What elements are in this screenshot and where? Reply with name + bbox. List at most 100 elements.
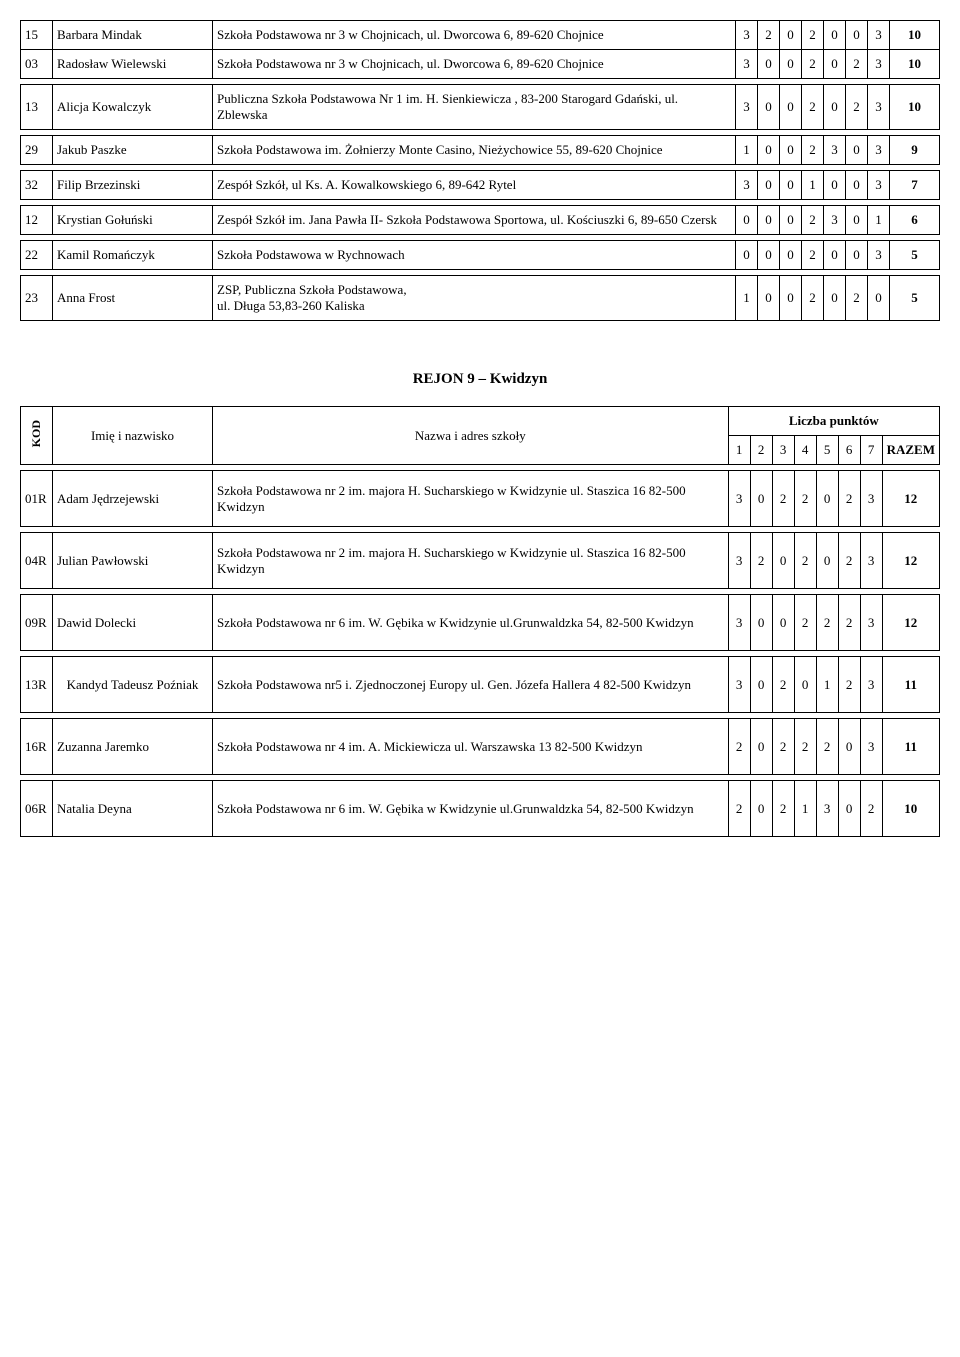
row-sum: 12	[882, 595, 939, 651]
table-row: 15Barbara MindakSzkoła Podstawowa nr 3 w…	[21, 21, 940, 50]
row-school: Szkoła Podstawowa nr5 i. Zjednoczonej Eu…	[213, 657, 729, 713]
row-score: 3	[860, 657, 882, 713]
row-sum: 11	[882, 657, 939, 713]
header-col: 7	[860, 436, 882, 465]
row-score: 0	[750, 781, 772, 837]
row-score: 0	[772, 595, 794, 651]
header-col: 1	[728, 436, 750, 465]
row-score: 0	[838, 719, 860, 775]
row-score: 2	[838, 471, 860, 527]
table-row: 04RJulian PawłowskiSzkoła Podstawowa nr …	[21, 533, 940, 589]
row-sum: 7	[890, 171, 940, 200]
row-score: 0	[824, 21, 846, 50]
row-name: Alicja Kowalczyk	[53, 85, 213, 130]
row-score: 2	[816, 719, 838, 775]
row-name: Krystian Gołuński	[53, 206, 213, 235]
row-score: 0	[846, 241, 868, 270]
row-score: 3	[736, 171, 758, 200]
row-score: 0	[780, 171, 802, 200]
row-score: 2	[772, 471, 794, 527]
row-score: 2	[802, 276, 824, 321]
row-name: Natalia Deyna	[53, 781, 213, 837]
row-score: 1	[794, 781, 816, 837]
row-score: 3	[728, 595, 750, 651]
row-score: 2	[772, 657, 794, 713]
row-score: 0	[758, 136, 780, 165]
row-score: 0	[816, 533, 838, 589]
row-sum: 12	[882, 471, 939, 527]
row-score: 0	[846, 171, 868, 200]
row-score: 3	[728, 533, 750, 589]
row-score: 0	[780, 50, 802, 79]
row-sum: 5	[890, 276, 940, 321]
row-sum: 10	[890, 21, 940, 50]
header-points: Liczba punktów	[728, 407, 939, 436]
header-col: 4	[794, 436, 816, 465]
row-score: 2	[846, 85, 868, 130]
row-score: 2	[802, 136, 824, 165]
row-score: 3	[868, 171, 890, 200]
header-col: 5	[816, 436, 838, 465]
row-score: 3	[736, 21, 758, 50]
row-score: 1	[868, 206, 890, 235]
table-row: 16RZuzanna JaremkoSzkoła Podstawowa nr 4…	[21, 719, 940, 775]
row-score: 2	[802, 85, 824, 130]
row-school: Szkoła Podstawowa im. Żołnierzy Monte Ca…	[213, 136, 736, 165]
row-score: 2	[802, 206, 824, 235]
header-sum: RAZEM	[882, 436, 939, 465]
row-sum: 10	[882, 781, 939, 837]
row-name: Julian Pawłowski	[53, 533, 213, 589]
row-score: 3	[816, 781, 838, 837]
row-score: 0	[794, 657, 816, 713]
row-code: 03	[21, 50, 53, 79]
row-score: 1	[736, 276, 758, 321]
table-row: 03Radosław WielewskiSzkoła Podstawowa nr…	[21, 50, 940, 79]
row-score: 3	[860, 719, 882, 775]
header-kod: KOD	[21, 407, 53, 465]
row-school: Szkoła Podstawowa nr 4 im. A. Mickiewicz…	[213, 719, 729, 775]
row-score: 2	[750, 533, 772, 589]
row-score: 0	[846, 21, 868, 50]
row-score: 2	[758, 21, 780, 50]
row-score: 0	[780, 241, 802, 270]
row-school: Szkoła Podstawowa nr 3 w Chojnicach, ul.…	[213, 21, 736, 50]
row-code: 13R	[21, 657, 53, 713]
row-score: 0	[816, 471, 838, 527]
row-code: 15	[21, 21, 53, 50]
row-score: 0	[750, 719, 772, 775]
row-score: 0	[758, 276, 780, 321]
row-score: 2	[846, 276, 868, 321]
header-col: 3	[772, 436, 794, 465]
row-score: 0	[780, 136, 802, 165]
row-score: 2	[838, 657, 860, 713]
row-score: 0	[780, 21, 802, 50]
row-score: 0	[824, 85, 846, 130]
header-school: Nazwa i adres szkoły	[213, 407, 729, 465]
row-score: 0	[758, 206, 780, 235]
row-score: 0	[846, 136, 868, 165]
row-code: 04R	[21, 533, 53, 589]
row-code: 06R	[21, 781, 53, 837]
row-score: 0	[758, 241, 780, 270]
row-name: Zuzanna Jaremko	[53, 719, 213, 775]
row-score: 3	[868, 21, 890, 50]
row-code: 29	[21, 136, 53, 165]
row-name: Dawid Dolecki	[53, 595, 213, 651]
row-score: 3	[868, 50, 890, 79]
row-score: 0	[750, 595, 772, 651]
row-score: 0	[780, 206, 802, 235]
table-row: 13RKandyd Tadeusz PoźniakSzkoła Podstawo…	[21, 657, 940, 713]
row-school: Publiczna Szkoła Podstawowa Nr 1 im. H. …	[213, 85, 736, 130]
row-school: ZSP, Publiczna Szkoła Podstawowa, ul. Dł…	[213, 276, 736, 321]
row-score: 2	[816, 595, 838, 651]
region9-title: REJON 9 – Kwidzyn	[20, 371, 940, 388]
row-name: Anna Frost	[53, 276, 213, 321]
row-score: 2	[728, 781, 750, 837]
row-score: 0	[750, 471, 772, 527]
row-score: 0	[758, 171, 780, 200]
row-score: 0	[868, 276, 890, 321]
row-score: 1	[802, 171, 824, 200]
row-school: Szkoła Podstawowa nr 2 im. majora H. Suc…	[213, 471, 729, 527]
row-score: 2	[794, 719, 816, 775]
row-score: 0	[780, 85, 802, 130]
